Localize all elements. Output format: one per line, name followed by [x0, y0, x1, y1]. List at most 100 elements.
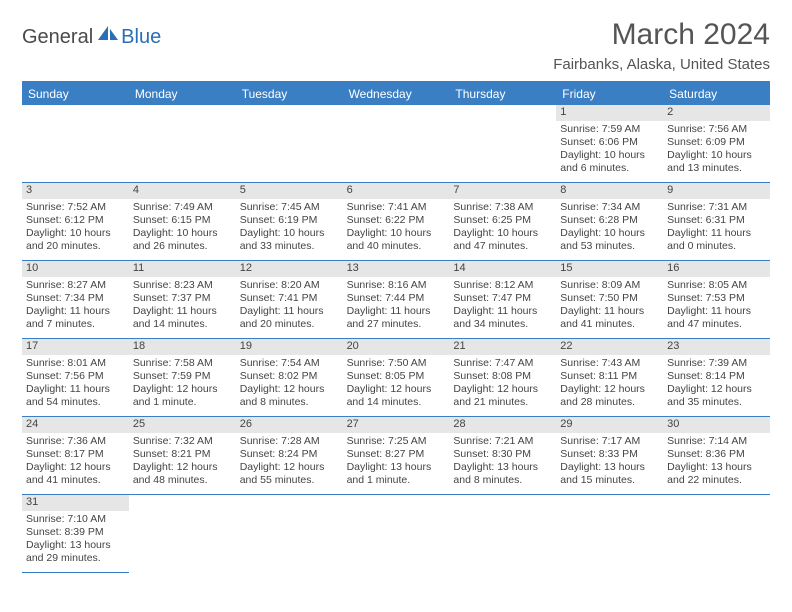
day-info-line: and 33 minutes.	[240, 240, 339, 253]
day-info-line: Sunrise: 7:56 AM	[667, 123, 766, 136]
calendar-day-header: Saturday	[663, 83, 770, 105]
day-info-line: and 47 minutes.	[453, 240, 552, 253]
day-number: 28	[449, 417, 556, 433]
day-info-line: Sunset: 7:44 PM	[347, 292, 446, 305]
day-number: 22	[556, 339, 663, 355]
day-info-line: Sunset: 8:39 PM	[26, 526, 125, 539]
day-info-line: and 20 minutes.	[26, 240, 125, 253]
day-info-line: Daylight: 13 hours	[560, 461, 659, 474]
calendar-day-cell: 21Sunrise: 7:47 AMSunset: 8:08 PMDayligh…	[449, 339, 556, 417]
calendar-day-cell: 9Sunrise: 7:31 AMSunset: 6:31 PMDaylight…	[663, 183, 770, 261]
calendar-day-cell: 20Sunrise: 7:50 AMSunset: 8:05 PMDayligh…	[343, 339, 450, 417]
day-info-line: Daylight: 10 hours	[560, 149, 659, 162]
calendar-day-cell: 30Sunrise: 7:14 AMSunset: 8:36 PMDayligh…	[663, 417, 770, 495]
day-number: 25	[129, 417, 236, 433]
day-info-line: Sunrise: 7:31 AM	[667, 201, 766, 214]
day-number: 14	[449, 261, 556, 277]
day-number: 2	[663, 105, 770, 121]
day-info-line: Sunset: 6:31 PM	[667, 214, 766, 227]
day-number: 8	[556, 183, 663, 199]
day-info-line: and 29 minutes.	[26, 552, 125, 565]
day-info-line: Daylight: 13 hours	[347, 461, 446, 474]
calendar-day-cell: 4Sunrise: 7:49 AMSunset: 6:15 PMDaylight…	[129, 183, 236, 261]
day-info-line: Sunrise: 7:49 AM	[133, 201, 232, 214]
day-info-line: and 0 minutes.	[667, 240, 766, 253]
calendar-day-cell: 7Sunrise: 7:38 AMSunset: 6:25 PMDaylight…	[449, 183, 556, 261]
day-info-line: Sunrise: 7:25 AM	[347, 435, 446, 448]
day-info-line: Sunrise: 8:23 AM	[133, 279, 232, 292]
day-info-line: Sunrise: 7:21 AM	[453, 435, 552, 448]
day-info-line: Sunrise: 7:14 AM	[667, 435, 766, 448]
calendar-day-cell: 15Sunrise: 8:09 AMSunset: 7:50 PMDayligh…	[556, 261, 663, 339]
calendar-day-cell	[343, 105, 450, 183]
day-info-line: Daylight: 11 hours	[26, 305, 125, 318]
day-info-line: and 26 minutes.	[133, 240, 232, 253]
calendar-day-cell: 2 Sunrise: 7:56 AMSunset: 6:09 PMDaylight…	[663, 105, 770, 183]
day-info-line: Sunset: 7:50 PM	[560, 292, 659, 305]
calendar-day-cell: 26Sunrise: 7:28 AMSunset: 8:24 PMDayligh…	[236, 417, 343, 495]
day-info-line: Sunset: 8:17 PM	[26, 448, 125, 461]
calendar-day-cell: 5Sunrise: 7:45 AMSunset: 6:19 PMDaylight…	[236, 183, 343, 261]
day-info-line: Daylight: 12 hours	[240, 383, 339, 396]
calendar-grid: SundayMondayTuesdayWednesdayThursdayFrid…	[22, 81, 770, 573]
day-info-line: and 8 minutes.	[240, 396, 339, 409]
day-info-line: and 1 minute.	[347, 474, 446, 487]
day-number: 10	[22, 261, 129, 277]
day-info-line: and 53 minutes.	[560, 240, 659, 253]
day-info-line: and 15 minutes.	[560, 474, 659, 487]
day-info-line: Sunset: 6:28 PM	[560, 214, 659, 227]
calendar-day-cell: 22Sunrise: 7:43 AMSunset: 8:11 PMDayligh…	[556, 339, 663, 417]
day-number: 27	[343, 417, 450, 433]
calendar-day-cell: 8 Sunrise: 7:34 AMSunset: 6:28 PMDaylight…	[556, 183, 663, 261]
calendar-day-header: Tuesday	[236, 83, 343, 105]
day-number: 18	[129, 339, 236, 355]
day-number: 20	[343, 339, 450, 355]
day-info-line: Sunset: 6:19 PM	[240, 214, 339, 227]
day-info-line: Sunrise: 7:17 AM	[560, 435, 659, 448]
day-info-line: Sunset: 8:05 PM	[347, 370, 446, 383]
day-info-line: and 1 minute.	[133, 396, 232, 409]
day-info-line: Sunrise: 8:16 AM	[347, 279, 446, 292]
day-info-line: Sunset: 7:56 PM	[26, 370, 125, 383]
day-info-line: Sunrise: 7:50 AM	[347, 357, 446, 370]
calendar-day-cell	[129, 495, 236, 573]
day-info-line: Sunrise: 7:36 AM	[26, 435, 125, 448]
day-info-line: Daylight: 12 hours	[240, 461, 339, 474]
day-info-line: Sunset: 8:33 PM	[560, 448, 659, 461]
day-info-line: Sunset: 7:41 PM	[240, 292, 339, 305]
day-number: 1	[556, 105, 663, 121]
day-info-line: Sunrise: 7:52 AM	[26, 201, 125, 214]
calendar-day-cell	[236, 105, 343, 183]
day-info-line: Sunrise: 7:34 AM	[560, 201, 659, 214]
day-info-line: and 14 minutes.	[133, 318, 232, 331]
day-info-line: and 21 minutes.	[453, 396, 552, 409]
day-info-line: Daylight: 10 hours	[560, 227, 659, 240]
calendar-day-cell: 31Sunrise: 7:10 AMSunset: 8:39 PMDayligh…	[22, 495, 129, 573]
day-info-line: Daylight: 10 hours	[453, 227, 552, 240]
calendar-day-cell: 16Sunrise: 8:05 AMSunset: 7:53 PMDayligh…	[663, 261, 770, 339]
calendar-day-cell: 27Sunrise: 7:25 AMSunset: 8:27 PMDayligh…	[343, 417, 450, 495]
calendar-day-cell: 17Sunrise: 8:01 AMSunset: 7:56 PMDayligh…	[22, 339, 129, 417]
day-info-line: Sunrise: 8:20 AM	[240, 279, 339, 292]
day-info-line: Sunrise: 8:12 AM	[453, 279, 552, 292]
day-info-line: Daylight: 11 hours	[26, 383, 125, 396]
day-info-line: Sunset: 8:11 PM	[560, 370, 659, 383]
calendar-day-cell: 10Sunrise: 8:27 AMSunset: 7:34 PMDayligh…	[22, 261, 129, 339]
location-subtitle: Fairbanks, Alaska, United States	[553, 56, 770, 73]
day-info-line: and 28 minutes.	[560, 396, 659, 409]
logo: General Blue	[22, 18, 161, 49]
logo-text-blue: Blue	[121, 26, 161, 49]
day-info-line: Sunset: 6:25 PM	[453, 214, 552, 227]
day-info-line: Sunset: 6:09 PM	[667, 136, 766, 149]
calendar-day-cell	[449, 495, 556, 573]
day-number: 26	[236, 417, 343, 433]
day-info-line: and 41 minutes.	[560, 318, 659, 331]
calendar-day-cell	[343, 495, 450, 573]
calendar-day-header: Friday	[556, 83, 663, 105]
day-info-line: Sunrise: 7:59 AM	[560, 123, 659, 136]
day-info-line: Daylight: 10 hours	[667, 149, 766, 162]
day-info-line: Sunrise: 7:47 AM	[453, 357, 552, 370]
day-info-line: and 47 minutes.	[667, 318, 766, 331]
calendar-day-header: Thursday	[449, 83, 556, 105]
day-info-line: Sunrise: 7:10 AM	[26, 513, 125, 526]
